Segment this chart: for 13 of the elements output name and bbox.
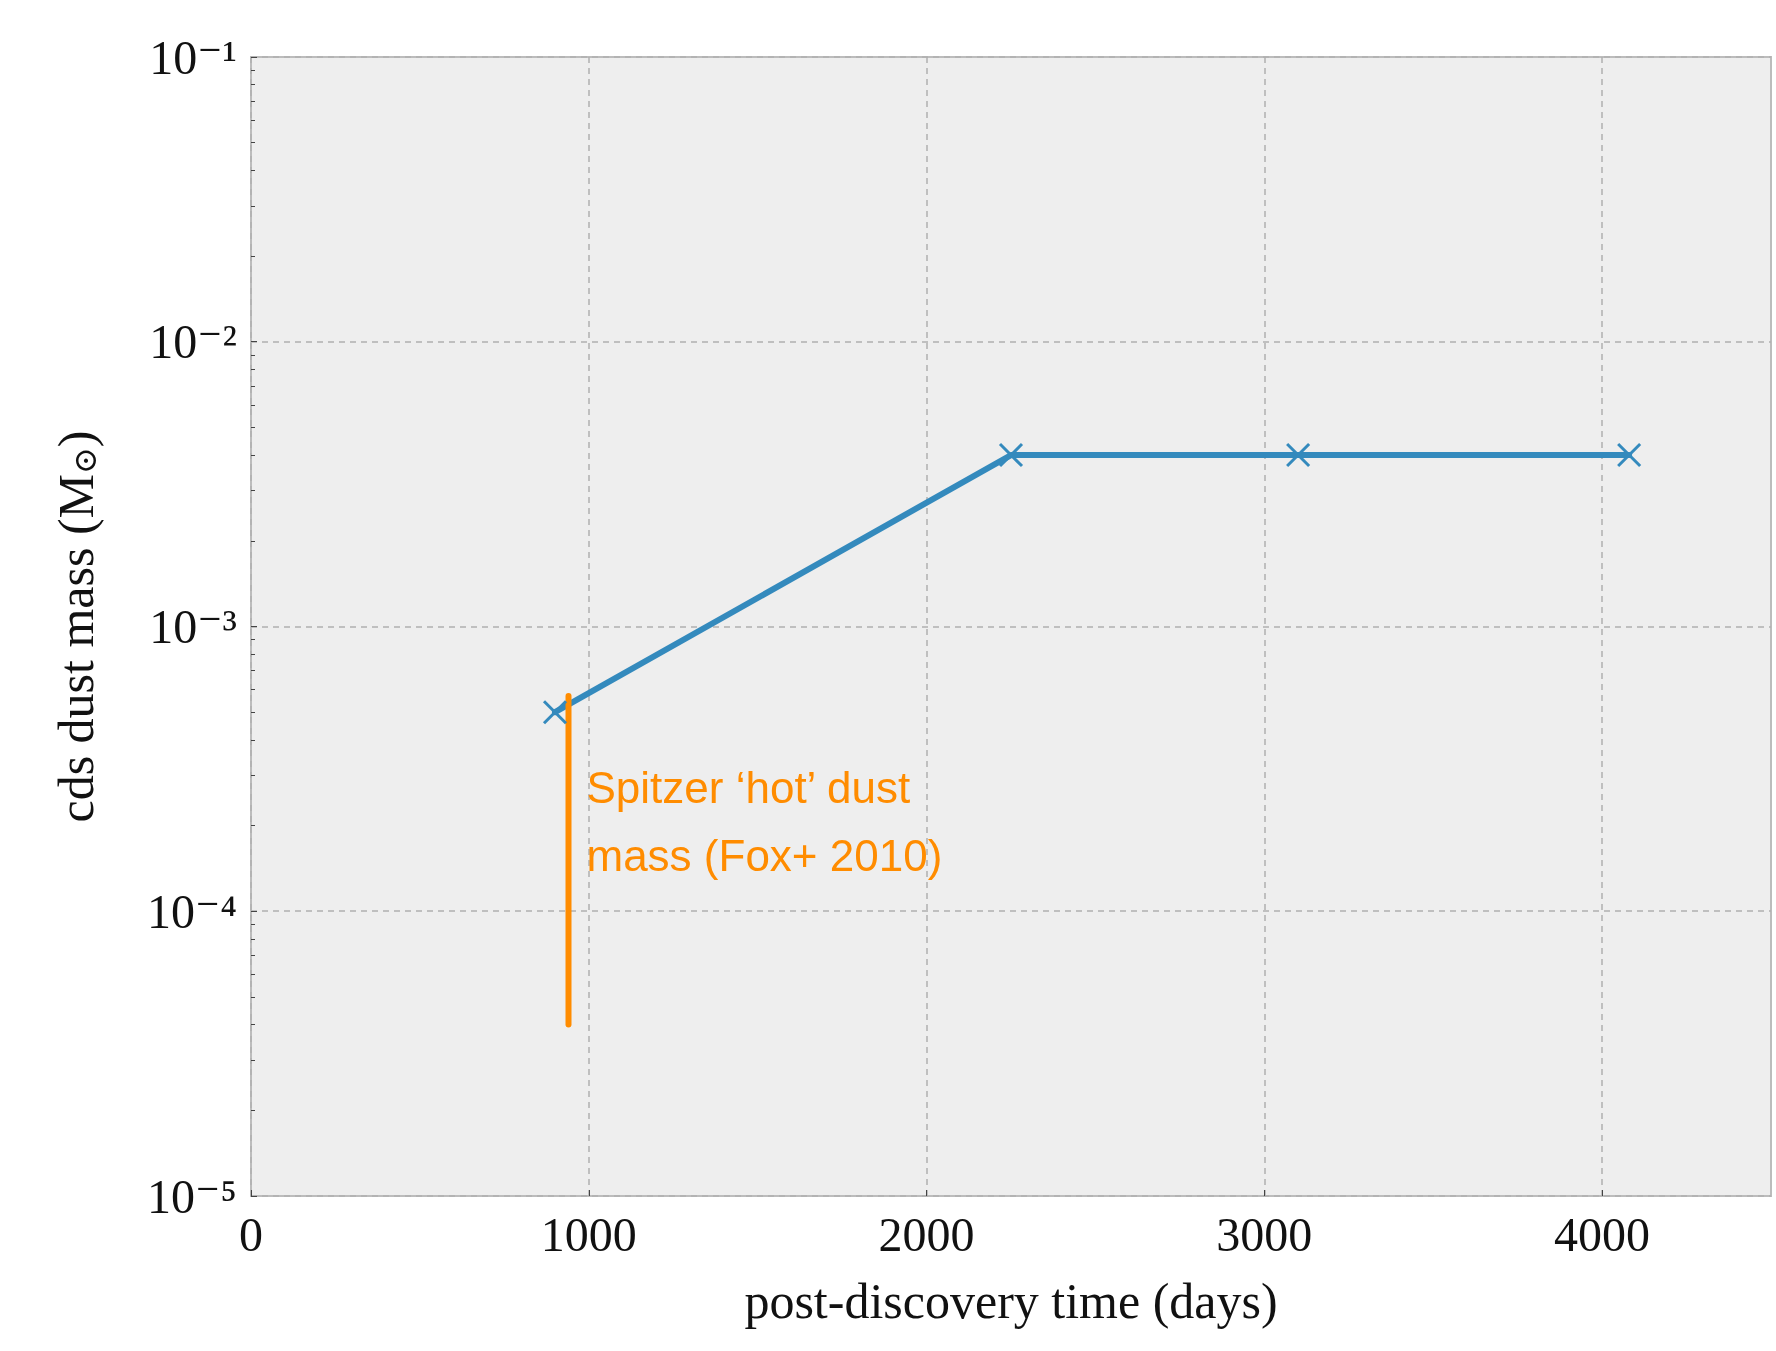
y-axis-title: cds dust mass (M⊙) [48, 430, 104, 823]
y-tick-label: 10⁻³ [149, 600, 237, 653]
x-tick-label: 3000 [1216, 1207, 1313, 1261]
x-tick-label: 2000 [878, 1207, 975, 1261]
x-tick-label: 1000 [540, 1207, 637, 1261]
x-tick-label: 0 [239, 1207, 263, 1261]
annotation: Spitzer ‘hot’ dust mass (Fox+ 2010) [586, 762, 944, 882]
y-tick-label: 10⁻⁵ [146, 1169, 237, 1223]
y-tick-label: 10⁻² [149, 315, 237, 369]
y-tick-label: 10⁻¹ [149, 30, 237, 84]
x-tick-label: 4000 [1554, 1207, 1651, 1261]
y-tick-label: 10⁻⁴ [146, 884, 237, 938]
x-axis-title: post-discovery time (days) [744, 1273, 1278, 1329]
